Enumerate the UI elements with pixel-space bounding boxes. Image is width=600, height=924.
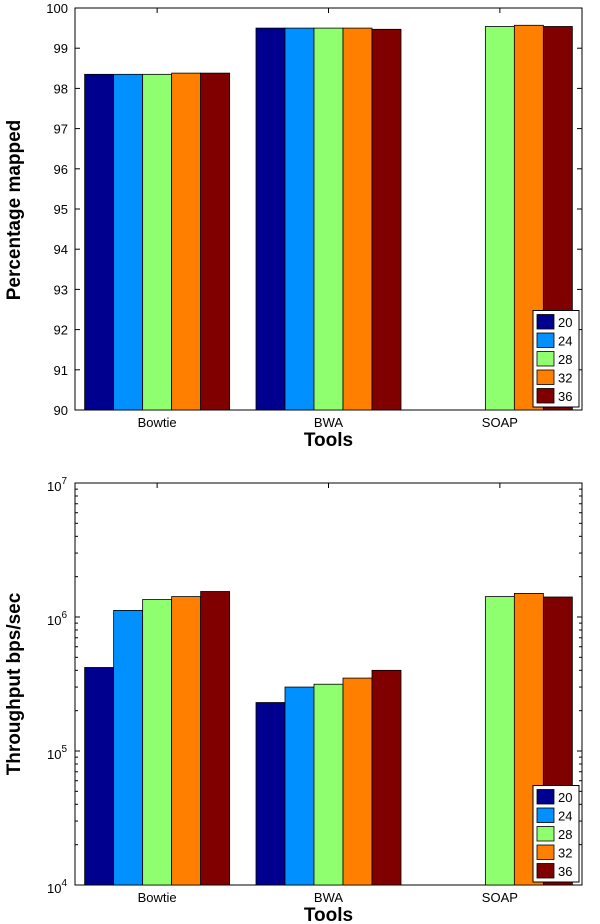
chart-panel-2: 104 105 106 107 Bowtie BWA SOAP Tools Throughput… <box>4 476 583 924</box>
bar-bwa-24 <box>284 686 315 886</box>
y-tick-label: 98 <box>54 81 68 96</box>
legend-label: 20 <box>558 315 572 330</box>
y-tick-label: 104 <box>47 878 67 896</box>
y-tick-label: 99 <box>54 41 68 56</box>
legend-swatch <box>536 332 555 348</box>
bar-bwa-24 <box>284 27 315 411</box>
y-tick-label: 90 <box>54 403 68 418</box>
legend: 20 24 28 32 36 <box>532 785 580 883</box>
legend-swatch <box>536 388 555 404</box>
legend-swatch <box>536 789 555 805</box>
bar-bwa-20 <box>255 702 286 886</box>
bar-bowtie-32 <box>171 596 202 886</box>
bar-bowtie-36 <box>200 591 231 886</box>
y-axis-label: Throughput bps/sec <box>4 592 25 775</box>
y-tick-label: 105 <box>47 744 67 762</box>
legend-label: 28 <box>558 827 572 842</box>
chart-panel-1: 90 91 92 93 94 95 96 97 98 99 100 Bowtie BWA SOAP Tool… <box>4 1 583 451</box>
y-tick-label: 93 <box>54 282 68 297</box>
x-tick-label: BWA <box>314 415 343 430</box>
legend-swatch <box>536 844 555 860</box>
legend-swatch <box>536 807 555 823</box>
y-tick-label: 96 <box>54 162 68 177</box>
bar-bwa-28 <box>313 27 344 411</box>
x-axis-label: Tools <box>304 430 353 451</box>
y-tick-label: 100 <box>46 1 68 16</box>
bar-bowtie-24 <box>113 73 144 411</box>
x-tick-label: SOAP <box>482 415 518 430</box>
bar-soap-28 <box>484 596 515 886</box>
bar-bwa-36 <box>371 28 402 411</box>
legend-label: 32 <box>558 371 572 386</box>
legend-label: 24 <box>558 809 572 824</box>
y-axis-label: Percentage mapped <box>4 120 25 301</box>
bar-bwa-28 <box>313 683 344 886</box>
x-tick-label: SOAP <box>482 890 518 905</box>
bar-bwa-32 <box>342 677 373 886</box>
legend-label: 20 <box>558 790 572 805</box>
y-tick-label: 106 <box>47 610 67 628</box>
bar-bowtie-20 <box>84 667 115 886</box>
y-tick-label: 91 <box>54 363 68 378</box>
y-tick-label: 92 <box>54 323 68 338</box>
legend-swatch <box>536 369 555 385</box>
bar-bowtie-28 <box>142 73 173 411</box>
y-tick-label: 95 <box>54 202 68 217</box>
bar-bowtie-32 <box>171 72 202 411</box>
legend-swatch <box>536 351 555 367</box>
y-tick-label: 97 <box>54 122 68 137</box>
bar-bowtie-24 <box>113 610 144 886</box>
x-tick-label: Bowtie <box>138 415 177 430</box>
x-tick-label: Bowtie <box>138 890 177 905</box>
legend-swatch <box>536 314 555 330</box>
x-axis-label: Tools <box>304 905 353 924</box>
bar-bowtie-20 <box>84 73 115 411</box>
legend-label: 36 <box>558 389 572 404</box>
bar-soap-28 <box>484 26 515 411</box>
legend-label: 28 <box>558 352 572 367</box>
bar-bowtie-36 <box>200 72 231 411</box>
legend: 20 24 28 32 36 <box>532 310 580 408</box>
legend-swatch <box>536 826 555 842</box>
legend-label: 24 <box>558 334 572 349</box>
bar-bwa-36 <box>371 669 402 886</box>
y-tick-label: 94 <box>54 242 68 257</box>
y-tick-label: 107 <box>47 476 67 494</box>
legend-label: 32 <box>558 846 572 861</box>
bar-bwa-20 <box>255 27 286 411</box>
bar-bwa-32 <box>342 27 373 411</box>
legend-swatch <box>536 863 555 879</box>
legend-label: 36 <box>558 864 572 879</box>
x-tick-label: BWA <box>314 890 343 905</box>
bar-bowtie-28 <box>142 599 173 886</box>
